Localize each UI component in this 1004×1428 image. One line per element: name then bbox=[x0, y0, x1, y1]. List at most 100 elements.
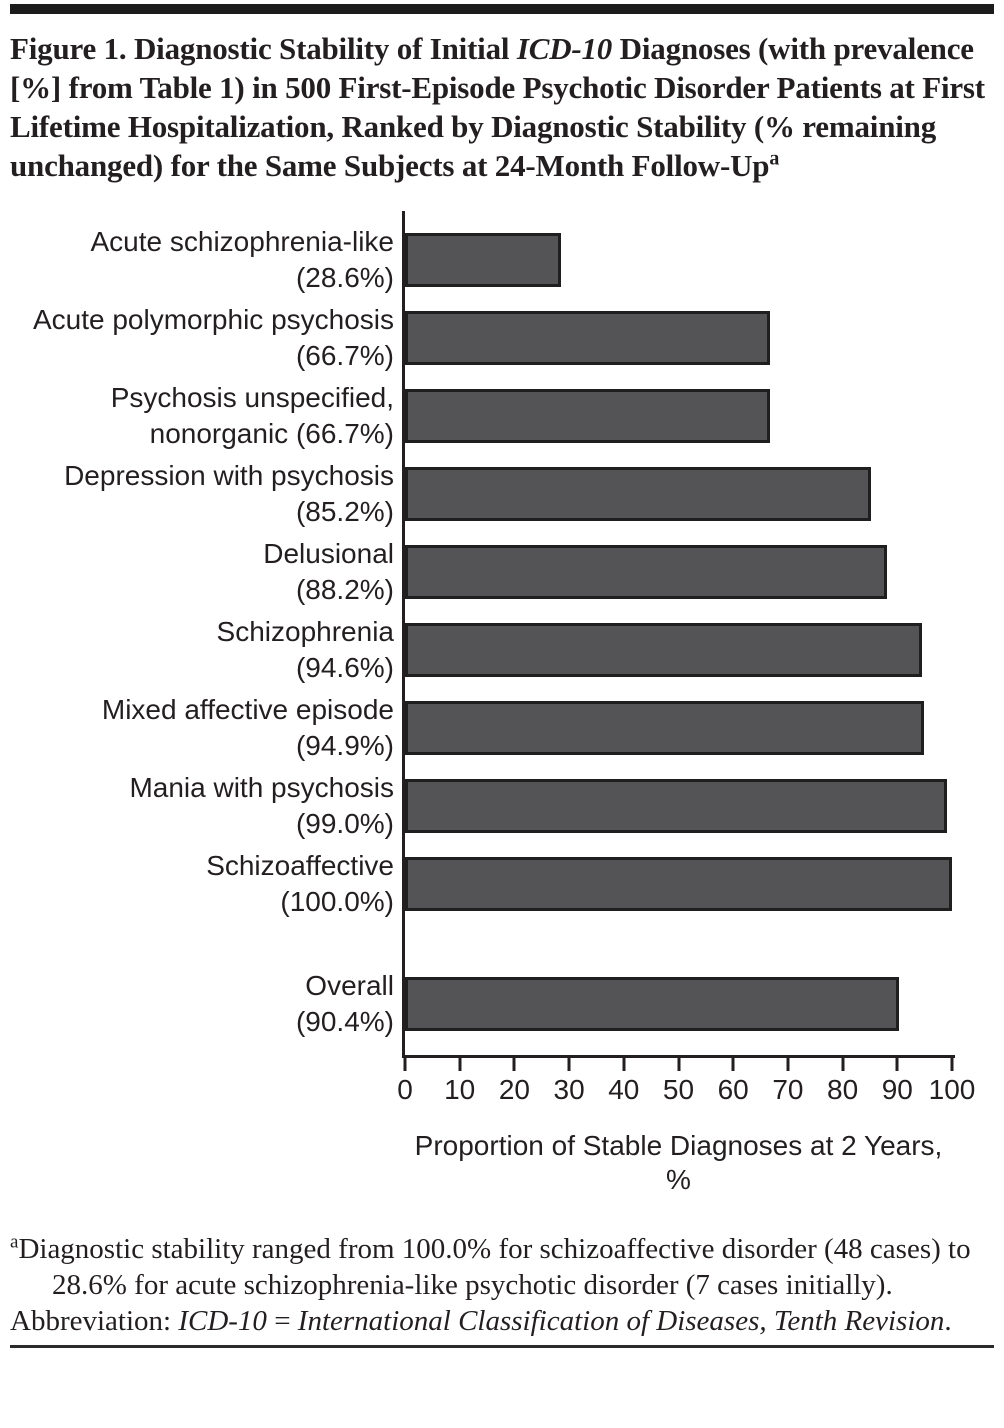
x-tick bbox=[512, 1058, 516, 1071]
abbreviation-equals: = bbox=[266, 1305, 298, 1337]
x-tick bbox=[731, 1058, 735, 1071]
x-tick-label: 50 bbox=[662, 1074, 695, 1105]
bar-chart: Acute schizophrenia-like (28.6%) Acute pol… bbox=[10, 211, 994, 1197]
bar-label-line: (28.6%) bbox=[295, 262, 394, 293]
x-tick-label: 30 bbox=[553, 1074, 585, 1105]
bar-row: Acute polymorphic psychosis (66.7%) bbox=[10, 299, 994, 377]
bar-label-line: (88.2%) bbox=[295, 574, 394, 605]
bar-track bbox=[405, 977, 952, 1031]
x-axis-title: Proportion of Stable Diagnoses at 2 Year… bbox=[414, 1130, 943, 1195]
bar-track bbox=[405, 389, 952, 443]
y-axis-line bbox=[402, 211, 405, 1055]
bar-row: Depression with psychosis (85.2%) bbox=[10, 455, 994, 533]
bar-track bbox=[405, 623, 952, 677]
x-tick-label: 60 bbox=[717, 1074, 749, 1105]
bar-track bbox=[405, 779, 952, 833]
x-tick-label: 10 bbox=[444, 1074, 476, 1105]
bar-track bbox=[405, 545, 952, 599]
bar-row: Acute schizophrenia-like (28.6%) bbox=[10, 221, 994, 299]
bar-label: Acute schizophrenia-like (28.6%) bbox=[10, 224, 402, 296]
x-tick-labels: 0 10 20 30 40 50 60 70 80 90 100 bbox=[397, 1071, 975, 1107]
spacer-row bbox=[10, 923, 994, 965]
bar-label-line: Mixed affective episode bbox=[101, 694, 394, 725]
bar-label: Acute polymorphic psychosis (66.7%) bbox=[10, 302, 402, 374]
x-tick bbox=[567, 1058, 571, 1071]
bar-label: Depression with psychosis (85.2%) bbox=[10, 458, 402, 530]
x-tick bbox=[622, 1058, 626, 1071]
bar-row: Psychosis unspecified, nonorganic (66.7%) bbox=[10, 377, 994, 455]
x-tick bbox=[841, 1058, 845, 1071]
bar-label-line: Overall bbox=[305, 970, 394, 1001]
bar bbox=[405, 857, 952, 911]
bar-rows: Acute schizophrenia-like (28.6%) Acute pol… bbox=[10, 211, 994, 1055]
bar bbox=[405, 233, 562, 287]
bar-row: Mixed affective episode (94.9%) bbox=[10, 689, 994, 767]
bar-label-line: (100.0%) bbox=[280, 886, 394, 917]
x-tick-label: 40 bbox=[608, 1074, 640, 1105]
figure-title-suffix: Diagnoses (with prevalence [%] from Tabl… bbox=[10, 31, 985, 183]
abbreviation-note: Abbreviation: ICD-10 = International Cla… bbox=[10, 1303, 994, 1339]
bar-label: Schizophrenia (94.6%) bbox=[10, 614, 402, 686]
x-tick bbox=[786, 1058, 790, 1071]
bar-label: Overall (90.4%) bbox=[10, 968, 402, 1040]
abbreviation-period: . bbox=[944, 1305, 952, 1337]
x-tick bbox=[677, 1058, 680, 1071]
bar-label: Mania with psychosis (99.0%) bbox=[10, 770, 402, 842]
footnote-text: Diagnostic stability ranged from 100.0% … bbox=[18, 1233, 971, 1301]
x-tick-label: 70 bbox=[772, 1074, 804, 1105]
abbreviation-label: Abbreviation: bbox=[10, 1305, 179, 1337]
bar bbox=[405, 623, 923, 677]
figure-title-italic-term: ICD-10 bbox=[516, 31, 613, 66]
bar-label-line: Depression with psychosis bbox=[64, 460, 394, 491]
bar-label-line: (94.9%) bbox=[295, 730, 394, 761]
bar-label-line: (94.6%) bbox=[295, 652, 394, 683]
bar-row: Schizoaffective (100.0%) bbox=[10, 845, 994, 923]
x-tick-label: 80 bbox=[827, 1074, 859, 1105]
x-tick bbox=[895, 1058, 899, 1071]
bar bbox=[405, 389, 770, 443]
bar-label-line: Delusional bbox=[263, 538, 394, 569]
bar bbox=[405, 701, 925, 755]
bar-label-line: nonorganic (66.7%) bbox=[149, 418, 394, 449]
abbreviation-definition: International Classification of Diseases… bbox=[297, 1305, 945, 1337]
bar-row: Mania with psychosis (99.0%) bbox=[10, 767, 994, 845]
bar-label-line: Acute polymorphic psychosis bbox=[32, 304, 394, 335]
footnote: aDiagnostic stability ranged from 100.0%… bbox=[10, 1231, 994, 1303]
bar-label: Psychosis unspecified, nonorganic (66.7%) bbox=[10, 380, 402, 452]
bar-label-line: (85.2%) bbox=[295, 496, 394, 527]
bar bbox=[405, 545, 888, 599]
bar-label-line: Acute schizophrenia-like bbox=[90, 226, 395, 257]
bar-label-line: (90.4%) bbox=[295, 1006, 394, 1037]
x-tick-label: 0 bbox=[397, 1074, 413, 1105]
x-tick bbox=[950, 1058, 954, 1071]
bar bbox=[405, 779, 947, 833]
top-rule bbox=[10, 4, 994, 14]
x-tick-label: 90 bbox=[881, 1074, 913, 1105]
bar-track bbox=[405, 701, 952, 755]
x-axis-line bbox=[402, 1055, 955, 1071]
bar-label: Delusional (88.2%) bbox=[10, 536, 402, 608]
bar-label-line: Psychosis unspecified, bbox=[110, 382, 394, 413]
bar-row: Overall (90.4%) bbox=[10, 965, 994, 1043]
bar-label-line: (99.0%) bbox=[295, 808, 394, 839]
bar-label-line: Mania with psychosis bbox=[129, 772, 394, 803]
x-tick bbox=[403, 1058, 407, 1071]
bar-track bbox=[405, 857, 952, 911]
x-tick-label: 20 bbox=[498, 1074, 530, 1105]
bar-label: Schizoaffective (100.0%) bbox=[10, 848, 402, 920]
footnote-superscript: a bbox=[10, 1231, 19, 1253]
x-tick-label: 100 bbox=[928, 1074, 976, 1105]
figure-title-prefix: Figure 1. Diagnostic Stability of Initia… bbox=[10, 31, 517, 66]
abbreviation-term: ICD-10 bbox=[178, 1305, 267, 1337]
bottom-rule bbox=[10, 1345, 994, 1348]
bar-label: Mixed affective episode (94.9%) bbox=[10, 692, 402, 764]
bar bbox=[405, 467, 872, 521]
bar-track bbox=[405, 233, 952, 287]
figure-title-superscript: a bbox=[769, 147, 780, 170]
bar-track bbox=[405, 311, 952, 365]
bar-label-line: Schizoaffective bbox=[206, 850, 394, 881]
bar bbox=[405, 977, 900, 1031]
figure-title: Figure 1. Diagnostic Stability of Initia… bbox=[10, 29, 994, 185]
bar bbox=[405, 311, 770, 365]
